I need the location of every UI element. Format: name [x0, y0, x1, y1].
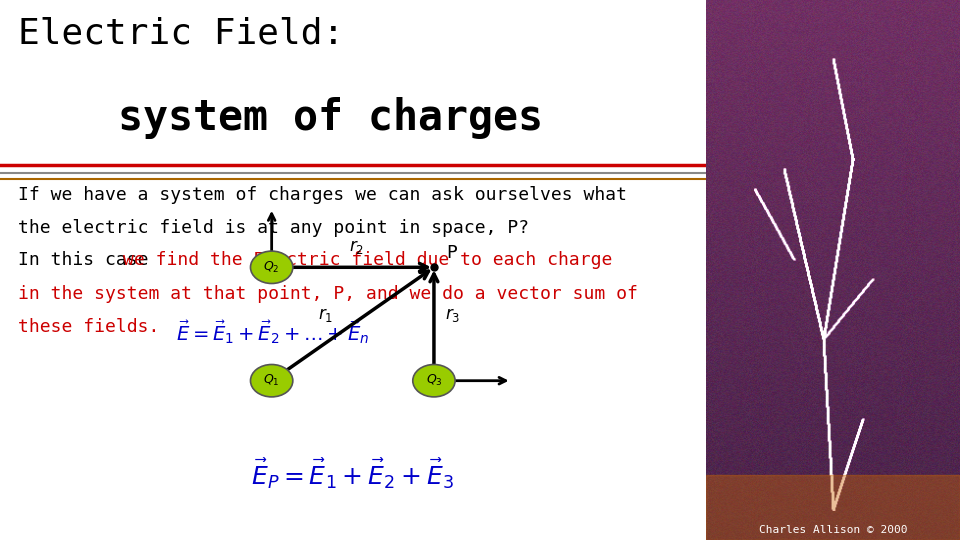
Text: In this case: In this case	[17, 251, 159, 269]
Text: $Q_1$: $Q_1$	[263, 373, 280, 388]
Text: $\vec{E}=\vec{E}_1+\vec{E}_2+\ldots+\vec{E}_n$: $\vec{E}=\vec{E}_1+\vec{E}_2+\ldots+\vec…	[177, 318, 370, 346]
Text: Charles Allison © 2000: Charles Allison © 2000	[758, 524, 907, 535]
Circle shape	[251, 251, 293, 284]
Text: Electric Field:: Electric Field:	[17, 16, 344, 50]
Text: we find the Electric field due to each charge: we find the Electric field due to each c…	[124, 251, 612, 269]
Text: $Q_3$: $Q_3$	[425, 373, 443, 388]
Text: the electric field is at any point in space, P?: the electric field is at any point in sp…	[17, 219, 529, 237]
Text: $r_2$: $r_2$	[349, 238, 365, 256]
Circle shape	[413, 364, 455, 397]
Text: $r_3$: $r_3$	[444, 306, 460, 323]
Text: system of charges: system of charges	[17, 97, 542, 139]
Text: $r_1$: $r_1$	[318, 306, 333, 323]
Text: $\vec{E}_P = \vec{E}_1 + \vec{E}_2 + \vec{E}_3$: $\vec{E}_P = \vec{E}_1 + \vec{E}_2 + \ve…	[252, 457, 454, 491]
Text: in the system at that point, P, and we do a vector sum of: in the system at that point, P, and we d…	[17, 285, 637, 302]
Text: $Q_2$: $Q_2$	[263, 260, 280, 275]
Circle shape	[251, 364, 293, 397]
Text: these fields.: these fields.	[17, 318, 159, 336]
Text: If we have a system of charges we can ask ourselves what: If we have a system of charges we can as…	[17, 186, 627, 204]
Text: P: P	[446, 244, 458, 262]
Bar	[706, 475, 960, 540]
